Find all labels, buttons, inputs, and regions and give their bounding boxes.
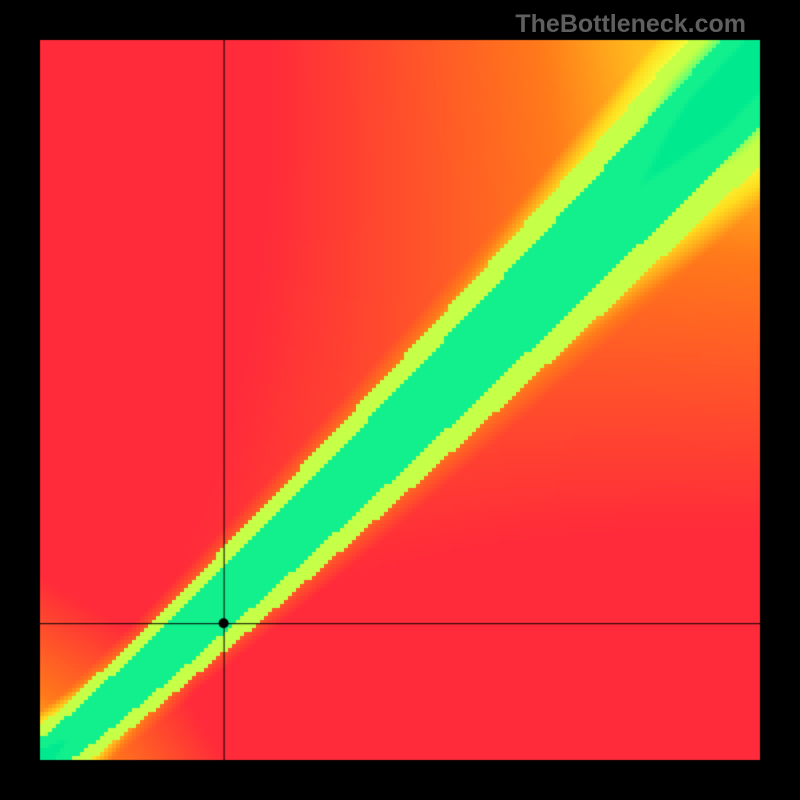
heatmap-canvas	[0, 0, 800, 800]
bottleneck-heatmap-chart: TheBottleneck.com	[0, 0, 800, 800]
